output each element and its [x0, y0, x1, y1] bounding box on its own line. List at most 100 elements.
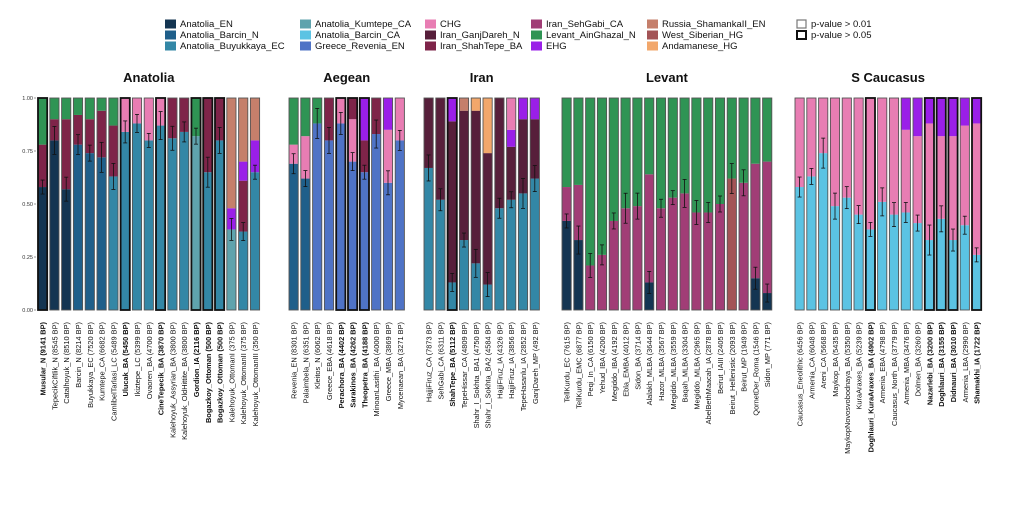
bar-segment	[621, 98, 631, 209]
bar: Dolmen_BA (3260 BP)	[912, 97, 923, 396]
bar-segment	[336, 98, 346, 124]
bar-segment	[621, 208, 631, 310]
bar: Sidon_BA (3714 BP)	[632, 97, 643, 390]
bar-outline	[506, 97, 517, 311]
bar-label: QornetDer_Roma (1546 BP)	[751, 322, 760, 416]
bar-outline	[167, 97, 178, 311]
bar-label: Beirut_IAIII (2405 BP)	[716, 322, 725, 394]
bar-segment	[250, 98, 260, 141]
bar-label: Revenia_EN (8301 BP)	[290, 322, 299, 399]
bar-outline	[818, 97, 829, 311]
bar-segment	[300, 178, 310, 310]
panel-levant: Levant TellKurdu_EC (7615 BP) TellKurdu_EM…	[561, 70, 773, 424]
bar-segment	[85, 153, 95, 310]
bar-segment	[38, 144, 48, 188]
legend-swatch	[647, 30, 658, 40]
bar-segment	[395, 98, 405, 141]
bar-segment	[585, 265, 595, 310]
bar-segment	[877, 98, 887, 202]
bar-segment	[73, 144, 83, 310]
bar-segment	[506, 199, 516, 310]
bar-segment	[691, 98, 701, 213]
bar-label: Barcin_N (8214 BP)	[74, 322, 83, 388]
bar-outline	[608, 97, 619, 311]
bar: TepecikCiftlik_N (8545 BP)	[49, 97, 60, 410]
bar-segment	[739, 98, 749, 183]
bar-label: Nazarlebi_BA (3200 BP)	[925, 321, 934, 405]
bar: Shahr_I_Sokhta_BA2 (4584 BP)	[482, 97, 493, 428]
bar-segment	[562, 220, 572, 310]
bar-segment	[901, 129, 911, 213]
bar-label: HajjiFiruz_IA (4326 BP)	[495, 322, 504, 399]
bar: Kalehoyuk_OttomanIII (350 BP)	[249, 97, 261, 426]
bar: Caucasus_Eneolithic (6456 BP)	[794, 97, 805, 426]
bar: Sidon_MP (771 BP)	[762, 97, 773, 387]
bar-segment	[49, 140, 59, 310]
legend-swatch	[300, 19, 311, 29]
bar-outline	[738, 97, 749, 311]
bar-outline	[644, 97, 655, 311]
bar-outline	[84, 97, 95, 311]
bar-segment	[132, 123, 142, 310]
bar-segment	[359, 98, 369, 141]
legend-label: CHG	[440, 19, 461, 30]
bar: Areni_CA (5668 BP)	[818, 97, 829, 389]
bar-segment	[483, 284, 493, 310]
legend-swatch	[647, 41, 658, 51]
bar: Perachora_BA (4402 BP)	[335, 97, 347, 408]
bar-segment	[877, 201, 887, 310]
bar-label: Musular_N (9141 BP)	[39, 321, 48, 395]
bar-outline	[632, 97, 643, 311]
bar: Armenia_MBA (3476 BP)	[900, 97, 911, 405]
bar-segment	[573, 240, 583, 310]
bar-segment	[73, 98, 83, 115]
bar-segment	[506, 98, 516, 130]
bar-label: HajjiFiruz_IA (3856 BP)	[507, 322, 516, 399]
bar-segment	[727, 98, 737, 179]
bar-segment	[435, 199, 445, 310]
bar-outline	[394, 97, 405, 311]
bar: Kalehoyuk_OldHittite_BA (3800 BP)	[179, 97, 190, 440]
bar-segment	[727, 178, 737, 310]
bar-label: Ikiztepe_LC (5399 BP)	[133, 322, 142, 396]
bar-segment	[108, 98, 118, 126]
legend-swatch	[165, 19, 176, 29]
y-tick-label: 0.75	[22, 149, 33, 155]
bar-segment	[97, 157, 107, 310]
bar-segment	[842, 98, 852, 198]
bar-label: Hazor_MLBA (3567 BP)	[657, 322, 666, 401]
bar-segment	[459, 240, 469, 310]
bar: Ulucak_BA (5450 BP)	[119, 97, 131, 396]
bar-segment	[924, 123, 934, 241]
bar-label: Caucasus_Eneolithic (6456 BP)	[796, 322, 805, 426]
bar-segment	[179, 131, 189, 310]
bar-label: Beirut_MP (1949 BP)	[740, 322, 749, 392]
bar-segment	[518, 193, 528, 310]
bar-label: Palaimbela_N (6351 BP)	[301, 322, 310, 403]
panel-anatolia: Anatolia Musular_N (9141 BP) TepecikCiftli…	[37, 70, 261, 440]
bar-label: Megiddo_IBA (4192 BP)	[610, 322, 619, 401]
bar-segment	[668, 197, 678, 310]
bar-label: Armenia_CA (6048 BP)	[807, 322, 816, 399]
bar-outline	[312, 97, 323, 311]
bar-label: Kleitos_N (6062 BP)	[313, 322, 322, 389]
bar-segment	[435, 98, 445, 200]
bar: Beirut_IAIII (2405 BP)	[714, 97, 726, 394]
bar: CamlibelTarlasi_LC (5489 BP)	[108, 97, 119, 421]
bar-segment	[656, 98, 666, 209]
bar-outline	[347, 97, 359, 311]
legend: Anatolia_ENAnatolia_Barcin_NAnatolia_Buy…	[165, 19, 871, 52]
bar-label: Shahr_I_Sokhta_BA1 (4750 BP)	[472, 322, 481, 428]
bar-label: SehGabi_CA (6311 BP)	[436, 322, 445, 400]
bar: Hazor_MLBA (3567 BP)	[655, 97, 667, 401]
bar: Maykop_BA (5435 BP)	[829, 97, 841, 397]
bar-segment	[948, 98, 958, 137]
bar-segment	[359, 172, 369, 310]
bar-segment	[289, 163, 299, 310]
bar-segment	[960, 98, 970, 126]
bar: Doghlauri_KuraAraxes_BA (4902 BP)	[864, 97, 876, 452]
bar-label: Sidon_MP (771 BP)	[763, 322, 772, 387]
bar: Ovaoren_BA (4700 BP)	[143, 97, 154, 399]
bar-label: CamlibelTarlasi_LC (5489 BP)	[109, 322, 118, 421]
bar-segment	[167, 98, 177, 139]
